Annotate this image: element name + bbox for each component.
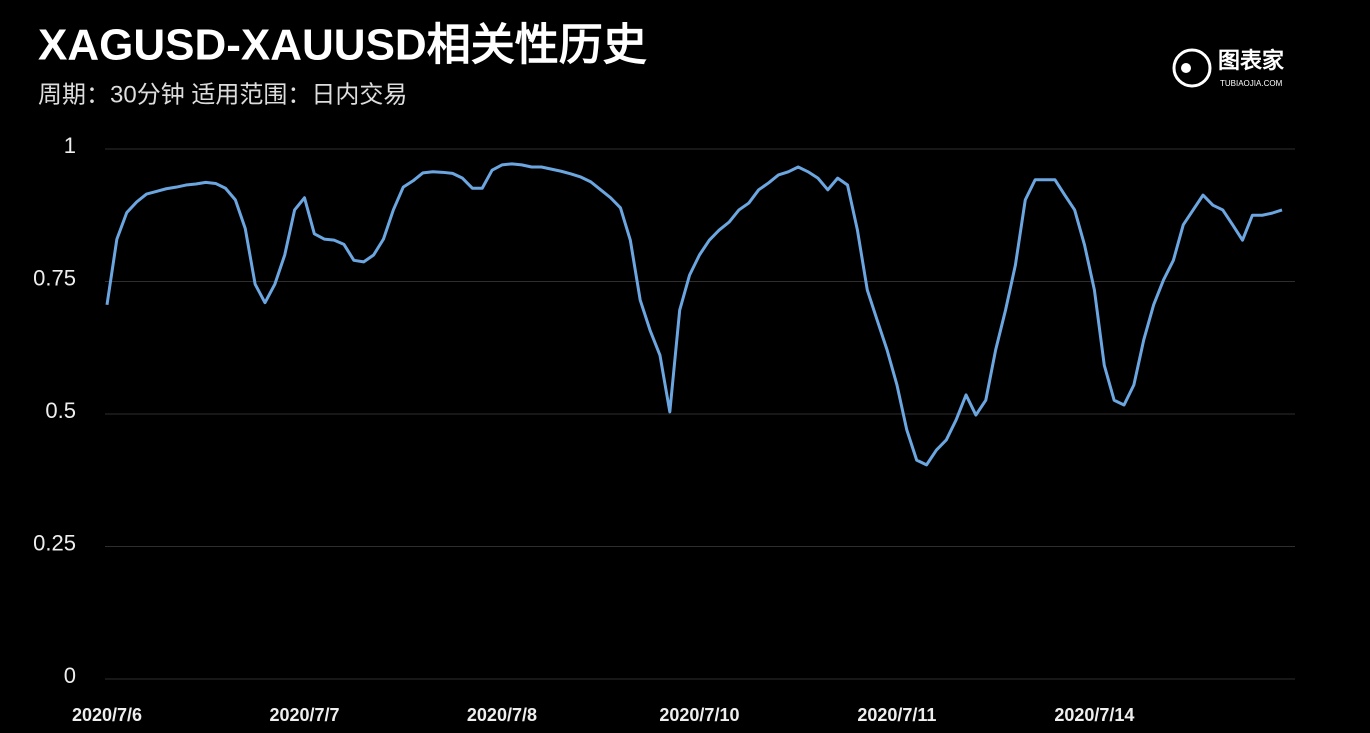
x-tick-label: 2020/7/14 <box>1054 705 1134 725</box>
logo: 图表家 TUBIAOJIA.COM <box>1172 48 1285 88</box>
x-tick-label: 2020/7/8 <box>467 705 537 725</box>
logo-subtext: TUBIAOJIA.COM <box>1220 79 1283 88</box>
data-line <box>105 162 1283 467</box>
y-tick-label: 0 <box>64 663 76 688</box>
y-tick-label: 0.25 <box>33 530 76 555</box>
chart-title: XAGUSD-XAUUSD相关性历史 <box>38 21 647 70</box>
y-tick-label: 0.5 <box>45 398 76 423</box>
x-tick-label: 2020/7/11 <box>857 705 936 725</box>
logo-text: 图表家 <box>1218 48 1285 73</box>
x-tick-label: 2020/7/6 <box>72 705 142 725</box>
y-tick-label: 1 <box>64 133 76 158</box>
logo-icon <box>1172 48 1212 88</box>
chart-subtitle: 周期：30分钟 适用范围：日内交易 <box>38 81 407 108</box>
x-tick-label: 2020/7/7 <box>269 705 339 725</box>
logo-icon-dot <box>1181 63 1191 73</box>
y-tick-label: 0.75 <box>33 265 76 290</box>
x-tick-label: 2020/7/10 <box>659 705 739 725</box>
